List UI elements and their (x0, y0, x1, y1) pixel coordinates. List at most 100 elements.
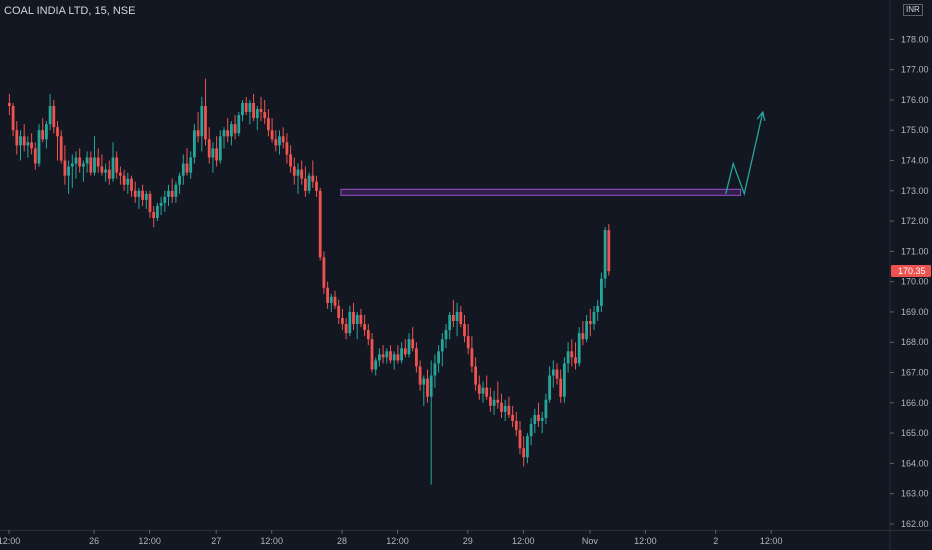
candle-down (415, 342, 418, 373)
time-tick-label: 12:00 (386, 536, 409, 546)
candle-body (363, 324, 366, 331)
candle-body (537, 414, 540, 421)
candle-body (437, 351, 440, 364)
candle-down (363, 314, 366, 337)
candle-body (137, 190, 141, 197)
candle-up (585, 314, 588, 343)
candle-body (477, 384, 481, 394)
candle-up (385, 348, 389, 364)
price-tick-label: 162.00 (901, 519, 929, 529)
candle-body (156, 205, 159, 219)
time-tick-label: 27 (211, 536, 221, 546)
time-axis[interactable]: 12:00 26 12:00 27 12:00 28 12:00 29 12:00 Nov 12:0… (0, 530, 782, 546)
candle-up (126, 172, 130, 194)
candle-down (459, 305, 463, 328)
candle-body (204, 106, 207, 140)
candle-down (500, 393, 503, 418)
candle-body (222, 130, 226, 137)
candle-body (193, 130, 196, 158)
candle-down (518, 420, 522, 455)
candle-body (385, 351, 389, 358)
candle-down (122, 169, 126, 191)
candle-body (374, 360, 378, 370)
candle-body (19, 136, 22, 146)
candle-up (222, 127, 226, 149)
symbol-title[interactable]: COAL INDIA LTD, 15, NSE (4, 5, 136, 17)
time-tick-label: 28 (337, 536, 347, 546)
candle-body (26, 142, 30, 146)
candle-down (204, 78, 207, 146)
candle-body (67, 166, 70, 176)
candle-up (67, 160, 70, 194)
candle-up (19, 130, 22, 161)
candle-body (551, 369, 555, 376)
time-tick-label: 12:00 (512, 536, 535, 546)
candle-body (144, 193, 148, 200)
candle-up (544, 393, 548, 424)
candle-down (8, 93, 11, 116)
candle-body (563, 363, 566, 397)
candle-down (259, 96, 263, 122)
candle-body (263, 112, 267, 119)
candle-body (115, 157, 119, 173)
candle-down (326, 281, 329, 309)
candle-body (318, 190, 322, 258)
candle-body (326, 287, 329, 303)
candle-body (581, 333, 585, 340)
candle-body (396, 354, 400, 361)
candle-body (259, 109, 263, 113)
candle-down (11, 102, 15, 137)
candle-up (529, 417, 533, 446)
candle-down (352, 302, 355, 331)
candle-down (466, 324, 470, 355)
candle-body (485, 387, 489, 397)
candle-body (533, 414, 537, 424)
candles-group (8, 78, 611, 485)
candle-down (381, 345, 385, 364)
projection-arrowhead (756, 110, 766, 121)
candle-up (82, 160, 85, 182)
candle-body (607, 230, 611, 272)
candle-body (518, 430, 522, 449)
price-tick-label: 165.00 (901, 428, 929, 438)
candle-body (322, 257, 326, 288)
candle-down (274, 130, 278, 152)
candle-body (200, 106, 204, 137)
candle-body (119, 172, 122, 176)
candle-body (252, 102, 255, 119)
candle-up (156, 202, 159, 222)
currency-badge[interactable]: INR (903, 4, 923, 16)
candle-body (8, 102, 11, 106)
time-tick-label: Nov (582, 536, 599, 546)
candle-down (252, 93, 255, 122)
candle-up (481, 381, 485, 403)
candle-body (11, 106, 15, 131)
candle-body (433, 363, 437, 376)
candle-up (455, 302, 459, 337)
candle-up (241, 99, 244, 122)
candle-body (78, 157, 82, 167)
price-tick-label: 174.00 (901, 156, 929, 166)
candle-body (244, 102, 248, 113)
candle-up (37, 124, 41, 167)
candle-body (600, 278, 603, 306)
candle-down (470, 336, 474, 373)
candle-body (133, 190, 137, 197)
candle-body (96, 157, 100, 167)
candle-body (126, 178, 130, 185)
candle-body (15, 130, 19, 146)
candle-up (596, 299, 600, 322)
candle-down (463, 314, 466, 343)
candle-down (141, 184, 144, 206)
candle-up (167, 184, 170, 206)
candle-down (115, 151, 119, 179)
candle-down (337, 299, 341, 325)
candle-down (581, 321, 585, 346)
candle-body (455, 311, 459, 322)
price-axis[interactable]: 162.00 163.00 164.00 165.00 166.00 167.00 168.… (890, 34, 931, 529)
time-tick-label: 26 (89, 536, 99, 546)
candle-body (470, 348, 474, 367)
candle-down (207, 127, 211, 164)
